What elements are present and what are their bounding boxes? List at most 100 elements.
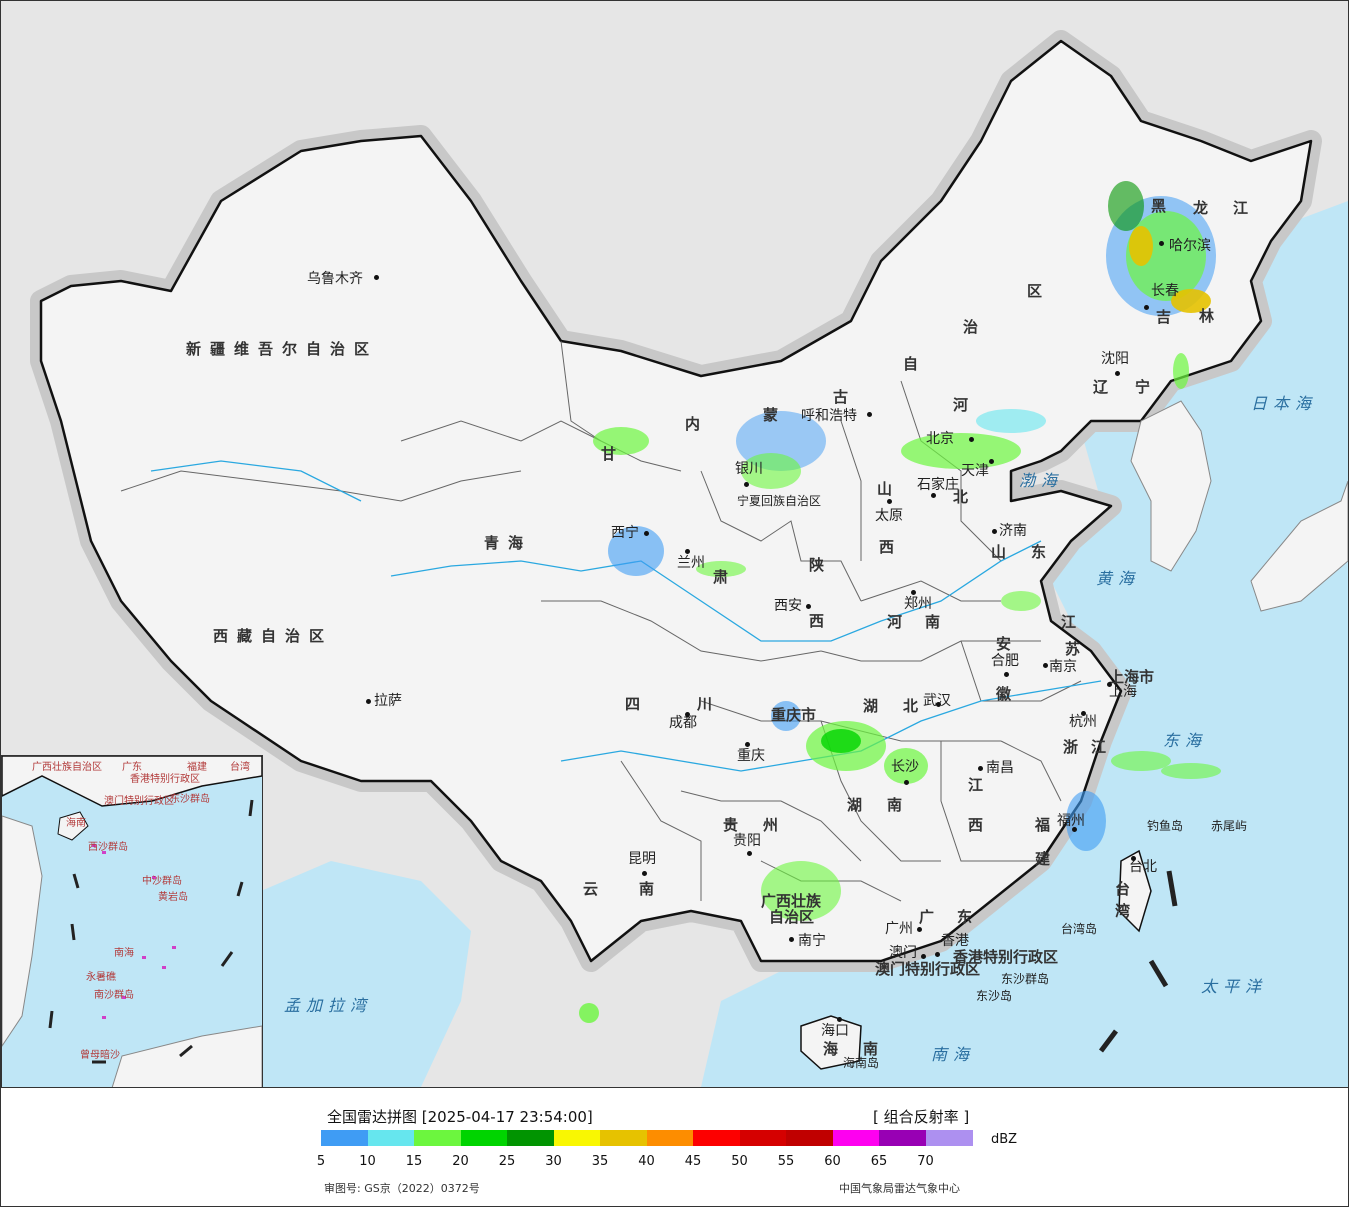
south-china-sea-inset[interactable]: 广西壮族自治区 广东 福建 台湾 香港特别行政区 澳门特别行政区 东沙群岛 海南 西沙群岛 中沙群… [1, 755, 263, 1087]
province-label: 自治区 [769, 908, 815, 926]
province-label: 陕 [809, 556, 825, 574]
city-marker [1131, 856, 1136, 861]
city-label: 澳门 [889, 945, 917, 961]
city-label: 银川 [735, 461, 763, 477]
city-label: 福州 [1057, 813, 1085, 829]
city-label: 重庆 [737, 748, 765, 764]
scale-tick-label: 55 [777, 1154, 795, 1169]
city-marker [935, 952, 940, 957]
province-label: 上海市 [1109, 668, 1155, 686]
inset-label: 福建 [187, 762, 207, 773]
province-label: 江 [1091, 738, 1107, 756]
sea-label: 黄海 [1096, 569, 1141, 588]
province-label: 台 [1115, 880, 1131, 898]
island-label: 钓鱼岛 [1147, 819, 1184, 833]
city-label: 拉萨 [374, 693, 402, 709]
inset-label: 澳门特别行政区 [104, 796, 174, 807]
city-marker [989, 459, 994, 464]
color-swatch [739, 1130, 787, 1146]
province-label: 浙 [1063, 738, 1079, 756]
city-marker [1072, 827, 1077, 832]
map-canvas [30, 30, 1348, 1087]
province-label: 海 [823, 1040, 839, 1058]
city-label: 兰州 [677, 555, 705, 571]
city-marker [806, 604, 811, 609]
city-marker [1043, 663, 1048, 668]
inset-label: 东沙群岛 [170, 794, 210, 805]
inset-label: 南海 [114, 948, 134, 959]
province-label: 广 [919, 908, 935, 926]
scale-tick-label: 30 [545, 1154, 562, 1169]
province-label: 西 [968, 816, 984, 834]
province-label: 西藏自治区 [213, 627, 334, 645]
city-label: 南昌 [986, 760, 1014, 776]
scale-tick-label: 60 [824, 1154, 841, 1169]
sea-label: 日本海 [1251, 394, 1318, 413]
sea-label: 东海 [1163, 731, 1208, 750]
color-swatch [925, 1130, 973, 1146]
inset-label: 永暑礁 [86, 972, 116, 983]
province-label: 西 [809, 612, 825, 630]
color-swatch [879, 1130, 926, 1146]
inset-indochina [2, 815, 43, 1047]
city-marker [685, 712, 690, 717]
city-label: 长沙 [891, 759, 919, 775]
province-label: 南 [863, 1040, 879, 1058]
city-label: 郑州 [904, 596, 932, 612]
city-marker [931, 493, 936, 498]
province-label: 河 [953, 396, 969, 414]
inset-label: 广西壮族自治区 [32, 762, 102, 773]
legend-panel: 全国雷达拼图 [2025-04-17 23:54:00] [ 组合反射率 ] d… [0, 1088, 1349, 1207]
city-marker [642, 871, 647, 876]
city-marker [747, 851, 752, 856]
scale-tick-label: 70 [917, 1154, 934, 1169]
inset-label: 广东 [122, 762, 142, 773]
inset-islands [92, 844, 176, 1019]
city-label: 杭州 [1069, 714, 1097, 730]
data-source: 中国气象局雷达气象中心 [839, 1182, 960, 1195]
city-label: 天津 [961, 463, 989, 479]
sea-label: 孟加拉湾 [284, 996, 373, 1015]
korea-peninsula [1130, 400, 1212, 572]
city-label: 太原 [875, 508, 903, 524]
province-label: 吉 [1156, 308, 1172, 326]
inset-label: 南沙群岛 [94, 990, 134, 1001]
province-label: 甘 [601, 445, 617, 463]
inset-label: 西沙群岛 [88, 842, 128, 853]
province-label: 苏 [1065, 640, 1081, 658]
city-marker [789, 937, 794, 942]
province-label: 青海 [484, 534, 533, 552]
province-label: 区 [1027, 282, 1043, 300]
city-label: 南京 [1049, 659, 1077, 675]
province-label: 南 [925, 613, 941, 631]
inset-borneo [111, 1025, 262, 1087]
province-label: 湖 [863, 697, 879, 715]
province-label: 香港特别行政区 [953, 948, 1059, 966]
scale-tick-label: 5 [316, 1154, 326, 1169]
island-label: 东沙岛 [976, 989, 1013, 1003]
province-label: 宁 [1135, 378, 1151, 396]
color-swatch [321, 1130, 368, 1146]
radar-map[interactable]: 新疆维吾尔自治区 西藏自治区 青海甘肃内蒙古自治区黑龙江吉林辽宁河北山西宁夏回族自治… [0, 0, 1349, 1088]
province-label: 江 [968, 776, 984, 794]
province-label: 湖 [847, 796, 863, 814]
city-label: 广州 [885, 921, 913, 937]
province-label: 龙 [1193, 199, 1209, 217]
island-label: 海南岛 [843, 1056, 880, 1070]
province-label: 川 [697, 695, 713, 713]
sea-label: 南海 [931, 1045, 976, 1064]
city-label: 南宁 [798, 933, 826, 949]
city-label: 济南 [999, 523, 1027, 539]
province-label: 西 [879, 538, 895, 556]
city-label: 北京 [926, 431, 954, 447]
city-marker [911, 590, 916, 595]
scale-tick-label: 20 [452, 1154, 469, 1169]
city-marker [1144, 305, 1149, 310]
province-label: 四 [625, 695, 641, 713]
city-label: 上海 [1109, 684, 1137, 700]
province-label: 肃 [713, 568, 729, 586]
city-label: 西安 [774, 598, 802, 614]
province-label: 湾 [1115, 902, 1131, 920]
color-swatch [460, 1130, 508, 1146]
city-label: 成都 [669, 715, 697, 731]
